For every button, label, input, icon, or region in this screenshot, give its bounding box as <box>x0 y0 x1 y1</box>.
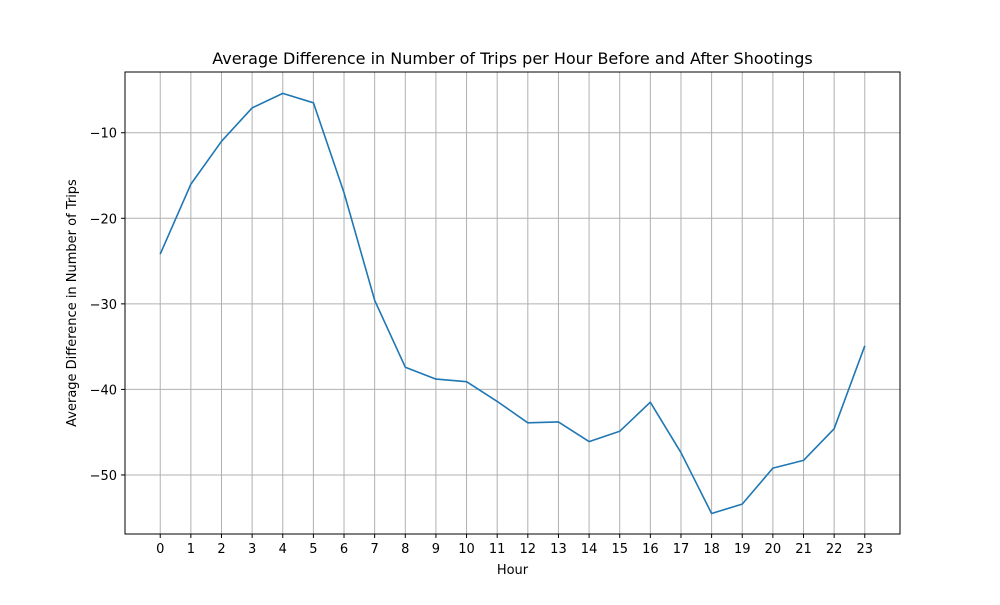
y-tick-label: −30 <box>90 298 117 313</box>
x-tick-label: 19 <box>734 542 751 557</box>
x-tick-label: 11 <box>489 542 506 557</box>
y-axis-label: Average Difference in Number of Trips <box>65 179 80 427</box>
x-tick-label: 7 <box>371 542 379 557</box>
x-tick-label: 3 <box>248 542 256 557</box>
x-tick-label: 8 <box>401 542 409 557</box>
y-tick-label: −50 <box>90 469 117 484</box>
series-layer <box>159 92 866 515</box>
x-tick-label: 10 <box>458 542 475 557</box>
x-tick-label: 14 <box>581 542 598 557</box>
series-line-0 <box>159 92 866 515</box>
x-tick-label: 17 <box>673 542 690 557</box>
x-tick-label: 15 <box>611 542 628 557</box>
y-tick-label: −10 <box>90 127 117 142</box>
y-tick-label: −40 <box>90 383 117 398</box>
x-tick-label: 6 <box>340 542 348 557</box>
x-tick-label: 4 <box>279 542 287 557</box>
x-tick-label: 12 <box>520 542 537 557</box>
x-tick-label: 5 <box>309 542 317 557</box>
y-tick-label: −20 <box>90 212 117 227</box>
plot-area-frame <box>124 71 901 535</box>
x-tick-label: 20 <box>765 542 782 557</box>
x-tick-label: 16 <box>642 542 659 557</box>
x-tick-label: 23 <box>856 542 873 557</box>
x-tick-label: 1 <box>187 542 195 557</box>
x-tick-label: 2 <box>217 542 225 557</box>
grid <box>125 72 900 534</box>
tick-layer: 0 1 2 3 4 5 6 7 8 9 10 11 12 13 14 15 16 17 18 19 20 21 22 23−1… <box>90 127 873 557</box>
x-axis-label: Hour <box>497 563 529 578</box>
x-tick-label: 18 <box>703 542 720 557</box>
x-tick-label: 0 <box>156 542 164 557</box>
x-tick-label: 13 <box>550 542 567 557</box>
x-tick-label: 22 <box>826 542 843 557</box>
x-tick-label: 21 <box>795 542 812 557</box>
chart-title: Average Difference in Number of Trips pe… <box>212 49 813 68</box>
x-tick-label: 9 <box>432 542 440 557</box>
